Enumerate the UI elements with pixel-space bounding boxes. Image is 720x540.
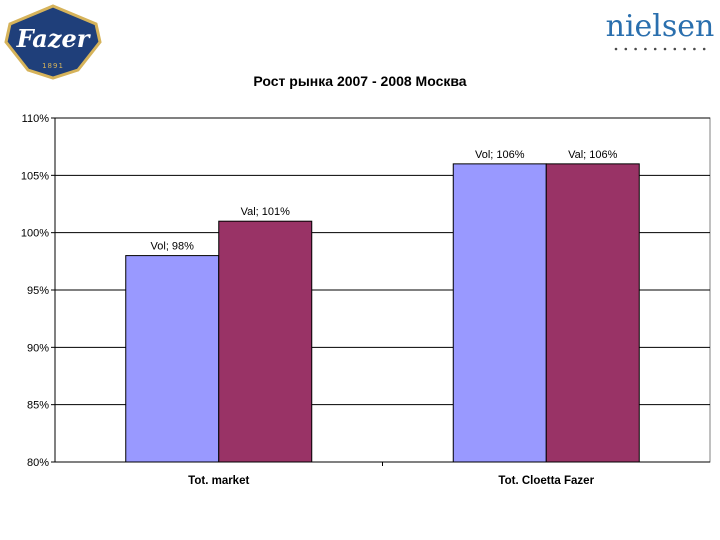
nielsen-dot bbox=[693, 47, 696, 51]
nielsen-dot bbox=[644, 47, 647, 51]
nielsen-dot bbox=[663, 47, 667, 51]
nielsen-dot bbox=[634, 47, 637, 51]
y-axis-ticks: 80% 85% 90% 95% 100% 105% 110% bbox=[21, 113, 55, 469]
fazer-logo: Fazer 1891 bbox=[4, 4, 102, 80]
y-tick-label: 100% bbox=[21, 228, 49, 240]
bar-vol-2 bbox=[452, 163, 547, 463]
y-tick-label: 85% bbox=[27, 400, 49, 412]
y-tick-label: 95% bbox=[27, 285, 49, 297]
y-tick-label: 90% bbox=[27, 342, 49, 354]
data-label: Val; 106% bbox=[568, 149, 618, 161]
nielsen-dot bbox=[624, 47, 628, 51]
data-label: Val; 101% bbox=[241, 206, 291, 218]
chart-title: Рост рынка 2007 - 2008 Москва bbox=[253, 73, 466, 89]
nielsen-dot bbox=[702, 47, 706, 51]
nielsen-dot bbox=[683, 47, 686, 51]
nielsen-logo: nielsen bbox=[606, 9, 714, 51]
x-axis-labels: Tot. market Tot. Cloetta Fazer bbox=[188, 475, 594, 487]
fazer-logo-badge bbox=[4, 4, 102, 80]
x-category-label: Tot. market bbox=[188, 475, 249, 487]
y-tick-label: 105% bbox=[21, 170, 49, 182]
y-tick-label: 110% bbox=[22, 113, 50, 125]
nielsen-dot bbox=[614, 47, 618, 51]
fazer-logo-text: Fazer bbox=[16, 24, 92, 53]
x-category-label: Tot. Cloetta Fazer bbox=[498, 475, 594, 487]
nielsen-dot bbox=[653, 47, 657, 51]
bar-val-2 bbox=[545, 163, 640, 463]
nielsen-logo-text: nielsen bbox=[606, 9, 714, 44]
bar-val-1 bbox=[218, 220, 313, 463]
nielsen-dot bbox=[673, 47, 677, 51]
y-tick-label: 80% bbox=[27, 457, 49, 469]
bar-vol-1 bbox=[125, 255, 220, 463]
nielsen-logo-dots bbox=[614, 47, 706, 51]
fazer-logo-year: 1891 bbox=[42, 62, 64, 70]
data-label: Vol; 98% bbox=[151, 241, 195, 253]
data-labels: Vol; 98% Val; 101% Vol; 106% Val; 106% bbox=[151, 149, 618, 253]
data-label: Vol; 106% bbox=[475, 149, 525, 161]
bars bbox=[125, 163, 640, 463]
